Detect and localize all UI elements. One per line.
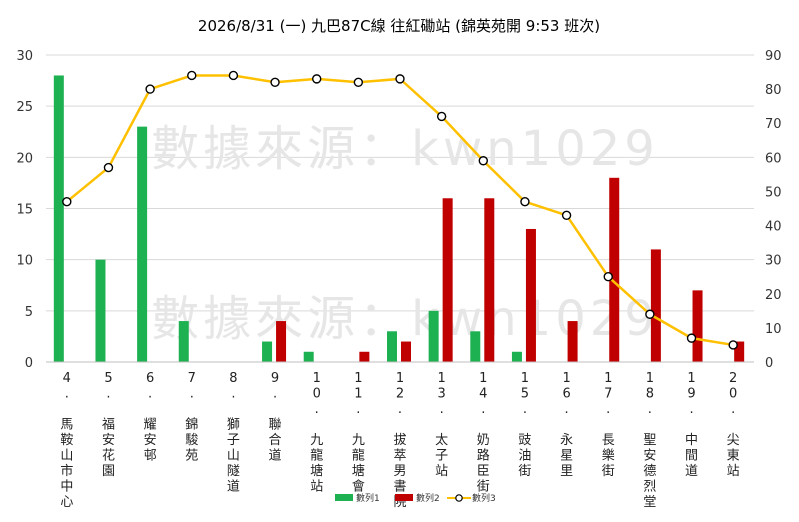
bar-1 — [303, 351, 314, 362]
bar-2 — [442, 198, 453, 362]
bar-2 — [692, 290, 703, 362]
bar-2 — [567, 321, 578, 362]
y-left-tick-label: 25 — [16, 100, 33, 115]
legend: 數列1 數列2 數列3 — [335, 492, 496, 504]
x-category-label: 8. 獅子山隧道 — [227, 371, 240, 495]
series-3-point — [187, 70, 197, 81]
legend-swatch-marker — [455, 494, 463, 502]
watermark-top: 數據來源：kwn1029 — [151, 121, 659, 177]
y-right-tick-label: 80 — [765, 83, 782, 98]
series-3-point — [478, 156, 488, 166]
y-right-tick-label: 20 — [765, 288, 782, 303]
y-right-tick-label: 50 — [765, 185, 782, 200]
x-category-label: 4. 馬鞍山市中心 — [60, 371, 73, 510]
bar-1 — [95, 259, 106, 362]
y-right-tick-label: 40 — [765, 220, 782, 235]
y-right-tick-label: 30 — [765, 254, 782, 269]
bar-1 — [470, 331, 481, 362]
series-3-point — [561, 210, 572, 221]
y-left-tick-label: 5 — [25, 305, 33, 320]
bar-2 — [734, 341, 745, 362]
series-3-point — [686, 333, 697, 343]
x-category-label: 5. 福安花園 — [102, 371, 115, 479]
x-category-label: 7. 錦駿苑 — [185, 371, 198, 464]
axes: 0 5 10 15 20 25 30 0 10 20 30 40 50 60 70 80 90 4. 馬鞍山市中心… — [16, 49, 781, 510]
bar-1 — [178, 321, 189, 362]
series-3-point — [603, 272, 613, 282]
y-left-tick-label: 0 — [25, 356, 33, 371]
bar-1 — [511, 351, 522, 362]
bar-2 — [525, 228, 536, 362]
series-3-point — [228, 70, 239, 81]
y-left-tick-label: 10 — [16, 254, 33, 269]
y-left-tick-label: 20 — [16, 151, 33, 166]
legend-label: 數列2 — [416, 492, 440, 504]
bar-1 — [387, 331, 397, 362]
series-3-point — [145, 84, 155, 94]
series-3-point — [312, 74, 322, 84]
y-left-tick-label: 30 — [16, 49, 33, 64]
y-right-tick-label: 60 — [765, 151, 782, 166]
series-3-point — [395, 74, 405, 84]
bar-2 — [609, 177, 620, 362]
bar-2 — [401, 341, 411, 362]
y-right-tick-label: 0 — [765, 356, 773, 371]
x-category-label: 6. 耀安邨 — [144, 371, 157, 464]
legend-label: 數列3 — [472, 492, 496, 504]
y-right-tick-label: 70 — [765, 117, 782, 132]
legend-swatch — [395, 494, 413, 501]
legend-swatch — [335, 494, 353, 501]
bar-1 — [428, 310, 439, 362]
series-3-point — [645, 309, 655, 319]
bar-2 — [276, 321, 287, 362]
y-right-tick-label: 90 — [765, 49, 782, 64]
bar-1 — [53, 75, 64, 362]
bar-2 — [650, 249, 661, 362]
bar-1 — [262, 341, 273, 362]
bar-2 — [359, 351, 370, 362]
series-3-point — [270, 77, 280, 87]
y-left-tick-label: 15 — [16, 203, 33, 218]
bar-1 — [137, 126, 148, 362]
series-3-point — [62, 196, 72, 207]
series-3-point — [103, 162, 114, 173]
legend-label: 數列1 — [356, 492, 380, 504]
series-3-point — [728, 340, 738, 350]
y-right-tick-label: 10 — [765, 322, 782, 337]
chart-title: 2026/8/31 (一) 九巴87C線 往紅磡站 (錦英苑開 9:53 班次) — [198, 17, 600, 35]
bar-2 — [484, 198, 495, 362]
x-category-label: 9. 聯合道 — [269, 371, 282, 464]
line-series — [62, 70, 738, 350]
series-3-point — [520, 196, 530, 207]
gridlines — [46, 54, 754, 312]
series-3-point — [436, 111, 447, 122]
bars — [53, 75, 745, 362]
series-3-point — [353, 77, 364, 87]
watermark-bottom: 數據來源：kwn1029 — [151, 291, 659, 347]
